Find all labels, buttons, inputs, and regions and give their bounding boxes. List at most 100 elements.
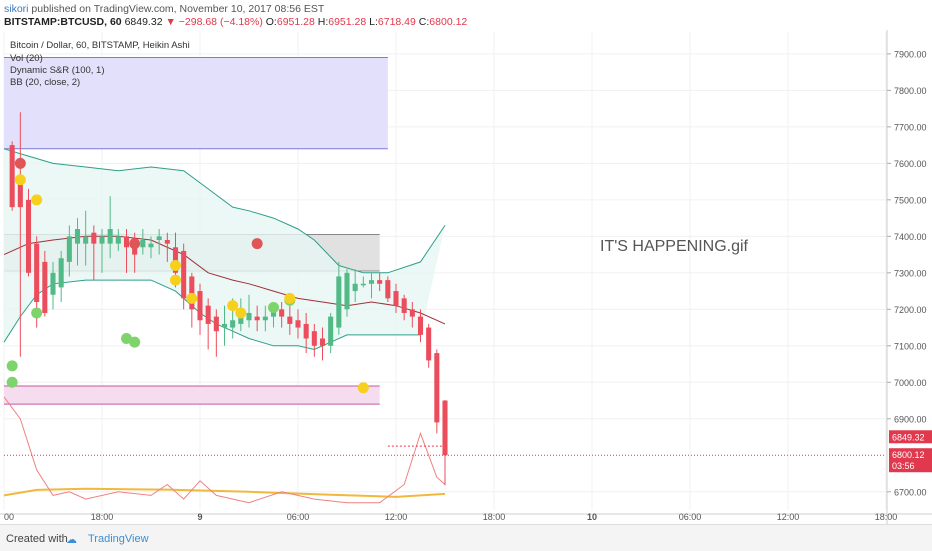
candle-body <box>74 229 81 244</box>
legend-bb[interactable]: BB (20, close, 2) <box>10 77 80 88</box>
current-price-label: 6849.32 <box>892 432 925 442</box>
candle-body <box>140 239 146 248</box>
signal-dot-yellow <box>284 292 296 304</box>
time-axis[interactable]: 00 18:00 9 06:00 12:00 18:00 10 06:00 12:00 18:00… <box>0 512 932 522</box>
time-tick-label: 18:00 <box>91 512 114 522</box>
chart-title: Bitcoin / Dollar, 60, BITSTAMP, Heikin A… <box>10 40 190 51</box>
candle-body <box>393 291 399 306</box>
time-tick-label: 18:00 <box>875 512 898 522</box>
candle-body <box>442 400 448 456</box>
signal-dot-yellow <box>170 274 181 286</box>
chart-header: sikori published on TradingView.com, Nov… <box>0 0 932 30</box>
candle-body <box>91 232 97 244</box>
open-label: O: <box>265 16 277 28</box>
candle-body <box>213 316 219 332</box>
current-price-badge <box>889 430 932 444</box>
price-axis[interactable]: 7900.00 7800.00 7700.00 7600.00 7500.00 7400.… <box>886 30 927 524</box>
countdown-label: 03:56 <box>892 461 915 471</box>
signal-dot-red <box>251 238 263 250</box>
candle-body <box>221 323 228 328</box>
candle-body <box>230 320 236 328</box>
price-tick-label: 7100.00 <box>894 341 927 351</box>
candle-body <box>295 320 301 328</box>
candle-body <box>115 236 121 244</box>
candle-body <box>287 316 293 324</box>
signal-dot-green <box>31 307 43 319</box>
tradingview-cloud-icon[interactable]: ☁ <box>66 534 77 546</box>
time-tick-label: 18:00 <box>483 512 506 522</box>
bb-fill <box>4 148 445 350</box>
time-tick-label: 12:00 <box>385 512 408 522</box>
price-tick-label: 7600.00 <box>894 159 927 169</box>
symbol-quote-line: BITSTAMP:BTCUSD, 60 6849.32 ▼ −298.68 (−… <box>4 16 467 28</box>
candle-body <box>434 353 440 423</box>
candle-body <box>360 283 366 286</box>
price-tick-label: 7200.00 <box>894 305 927 315</box>
candle-body <box>368 280 375 284</box>
created-with-text: Created with <box>6 533 68 545</box>
price-tick-label: 7000.00 <box>894 378 927 388</box>
signal-dot-yellow <box>14 174 26 186</box>
candle-body <box>401 298 407 313</box>
time-tick-label: 00 <box>4 512 14 522</box>
close-price-badge <box>889 448 932 473</box>
signal-dot-yellow <box>357 382 369 394</box>
candle-body <box>409 309 415 317</box>
candle-body <box>254 316 260 321</box>
open-value: 6951.28 <box>276 16 315 28</box>
symbol-label[interactable]: BITSTAMP:BTCUSD, 60 <box>4 16 122 28</box>
candle-body <box>181 250 187 299</box>
candle-body <box>303 323 309 339</box>
candle-body <box>9 145 15 208</box>
candle-body <box>377 280 383 284</box>
tradingview-link[interactable]: TradingView <box>88 533 149 545</box>
candle-body <box>83 236 89 244</box>
candle-body <box>148 243 154 248</box>
low-label: L: <box>369 16 378 28</box>
candle-body <box>50 272 56 295</box>
volume-ma-line <box>3 487 446 498</box>
time-tick-label: 06:00 <box>679 512 702 522</box>
candle-body <box>328 316 334 346</box>
candle-body <box>123 236 130 248</box>
indicator-legend: Bitcoin / Dollar, 60, BITSTAMP, Heikin A… <box>10 40 190 88</box>
support-zone <box>4 385 380 405</box>
signal-dot-green <box>6 360 18 372</box>
bb-basis-line <box>3 235 446 325</box>
candle-body <box>336 276 342 328</box>
price-tick-label: 7500.00 <box>894 195 927 205</box>
signal-dot-yellow <box>235 307 247 319</box>
price-chart[interactable]: Bitcoin / Dollar, 60, BITSTAMP, Heikin A… <box>0 30 932 524</box>
candle-body <box>17 181 23 208</box>
published-text: published on TradingView.com, November 1… <box>28 3 325 15</box>
price-change: ▼ −298.68 (−4.18%) <box>165 16 263 28</box>
close-value: 6800.12 <box>429 16 468 28</box>
price-tick-label: 7900.00 <box>894 49 927 59</box>
price-tick-label: 7800.00 <box>894 86 927 96</box>
time-tick-label: 06:00 <box>287 512 310 522</box>
legend-dsr[interactable]: Dynamic S&R (100, 1) <box>10 65 105 76</box>
candle-body <box>197 291 203 321</box>
candle-body <box>58 258 64 288</box>
candle-body <box>25 199 32 273</box>
candle-body <box>311 331 317 346</box>
signal-dot-red <box>14 157 26 169</box>
author-link[interactable]: sikori <box>4 3 29 15</box>
price-tick-label: 6700.00 <box>894 487 927 497</box>
close-price-label: 6800.12 <box>892 450 925 460</box>
candle-body <box>34 243 40 303</box>
legend-vol[interactable]: Vol (20) <box>10 53 43 64</box>
publish-line: sikori published on TradingView.com, Nov… <box>4 3 324 15</box>
signal-dot-yellow <box>186 292 198 304</box>
price-tick-label: 6900.00 <box>894 414 927 424</box>
candle-body <box>156 236 162 240</box>
price-tick-label: 7400.00 <box>894 232 927 242</box>
candle-body <box>262 316 268 321</box>
candles <box>9 112 448 486</box>
candle-body <box>344 272 350 310</box>
candle-body <box>107 229 113 244</box>
candle-body <box>426 327 432 361</box>
signal-dot-green <box>129 336 141 348</box>
low-value: 6718.49 <box>377 16 416 28</box>
